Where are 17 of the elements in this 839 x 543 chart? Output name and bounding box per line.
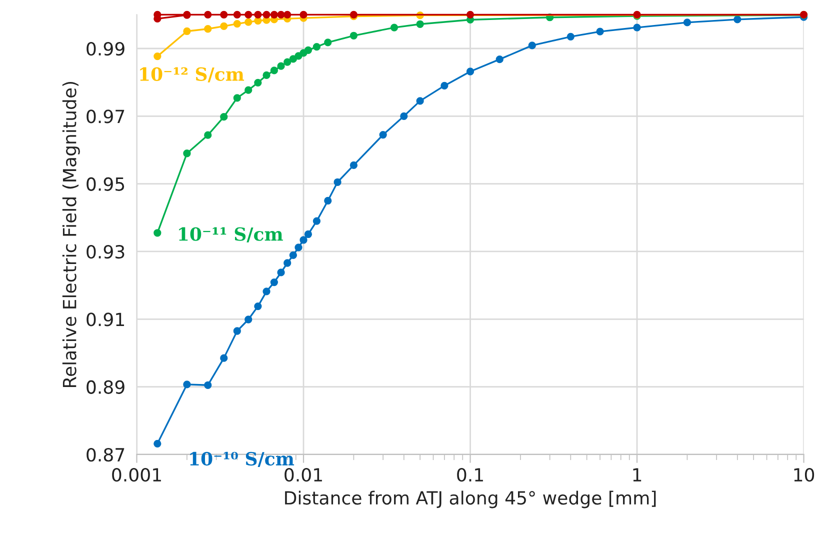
y-tick-label: 0.87: [86, 448, 124, 462]
x-axis-title: Distance from ATJ along 45° wedge [mm]: [285, 490, 656, 508]
x-tick-label: 1: [633, 468, 642, 482]
x-tick-label: 0.1: [457, 468, 483, 482]
x-tick-label: 0.01: [284, 468, 322, 482]
y-axis-title: Relative Electric Field (Magnitude): [62, 82, 80, 387]
x-tick-label: 0.001: [112, 468, 161, 482]
y-tick-label: 0.89: [86, 380, 124, 394]
y-tick-label: 0.99: [86, 42, 124, 56]
y-tick-label: 0.95: [86, 177, 124, 191]
y-tick-label: 0.97: [86, 110, 124, 124]
y-tick-label: 0.93: [86, 244, 124, 259]
series-label: 10⁻¹⁰ S/cm: [190, 452, 294, 467]
series-label: 10⁻¹¹ S/cm: [179, 227, 283, 242]
y-tick-label: 0.91: [86, 312, 124, 326]
x-tick-label: 10: [794, 468, 814, 482]
series-label: 10⁻¹² S/cm: [140, 67, 244, 82]
